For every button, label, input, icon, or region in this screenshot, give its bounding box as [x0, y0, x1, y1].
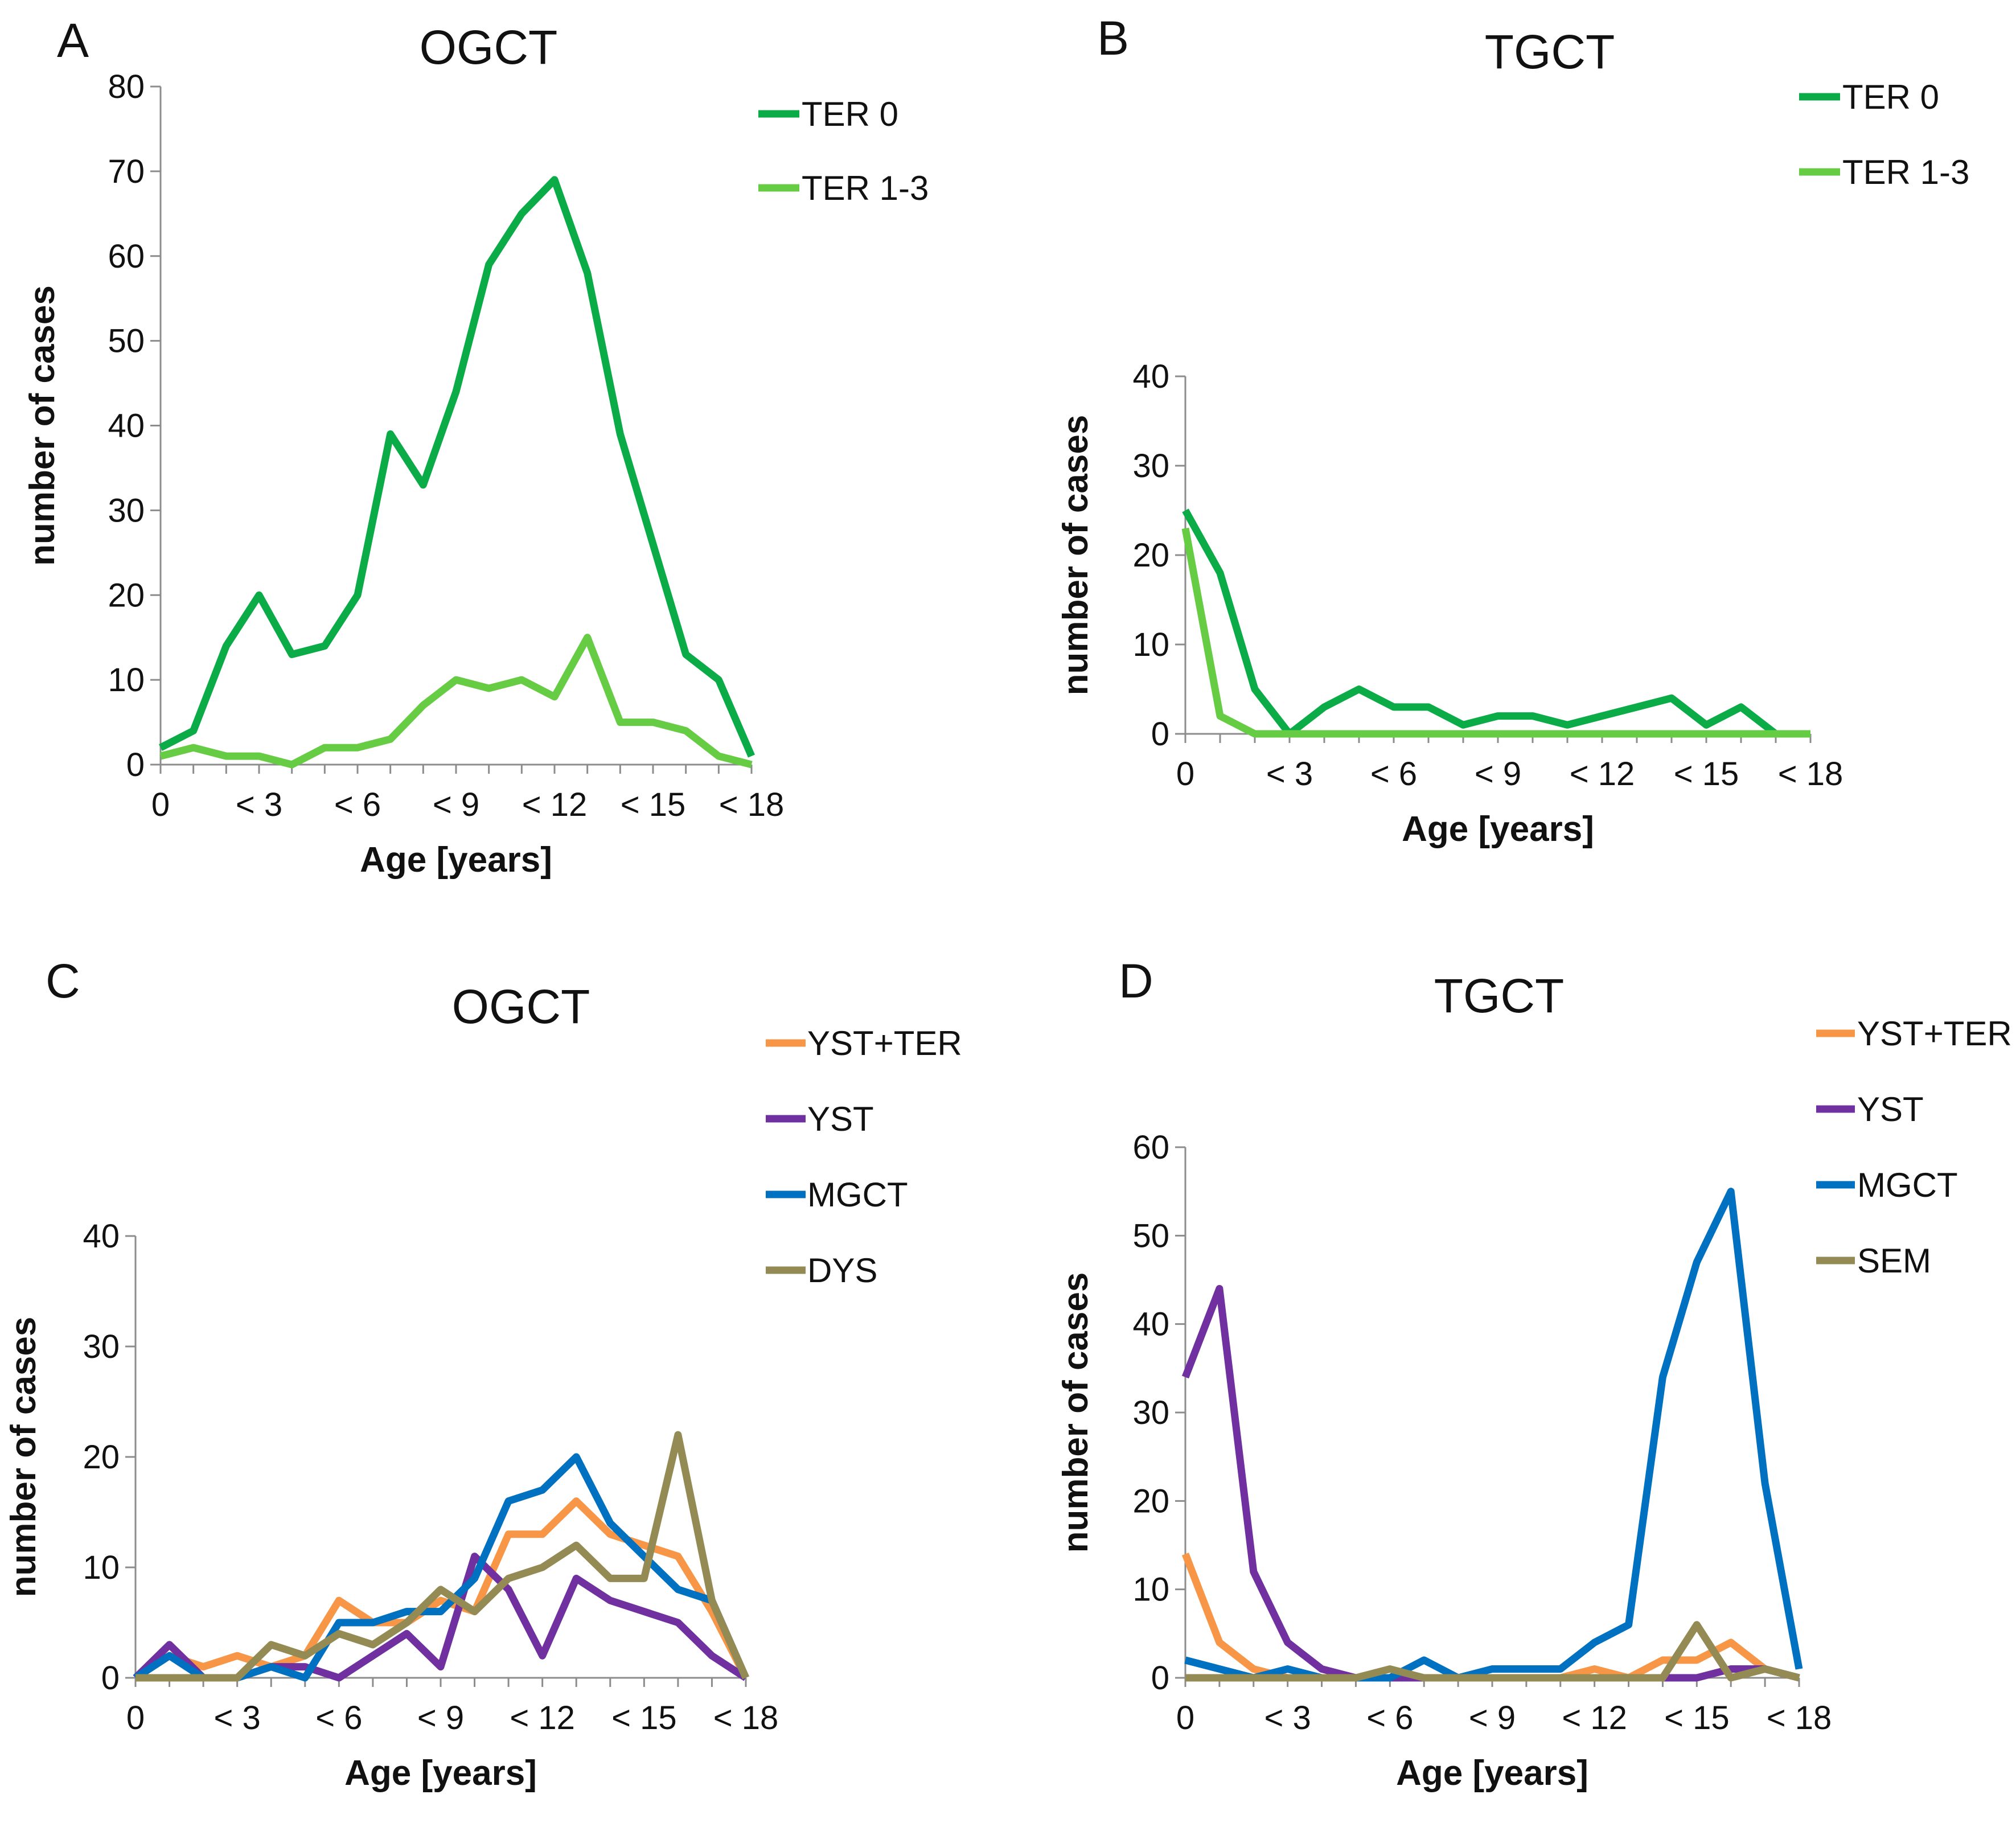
- y-tick-label: 0: [126, 746, 145, 783]
- y-tick-label: 0: [1151, 1660, 1169, 1697]
- x-tick-label: 0: [151, 786, 170, 823]
- y-tick-label: 30: [1132, 447, 1169, 485]
- series-line-ter-1-3: [159, 634, 753, 769]
- y-tick-label: 70: [108, 153, 145, 190]
- x-tick-label: < 6: [315, 1699, 362, 1736]
- y-tick-label: 40: [83, 1218, 120, 1255]
- legend-label: YST+TER: [1857, 1015, 2012, 1053]
- x-tick-label: < 12: [1562, 1699, 1627, 1736]
- series-line-ter-0: [1182, 508, 1810, 738]
- series-line-dys: [136, 1431, 749, 1682]
- chart-panel-c: C OGCT 0 10 20 30 40 0 < 3 < 6 < 9 < 12 < 15 < 18 Age …: [4, 954, 962, 1793]
- panel-letter: D: [1119, 954, 1153, 1008]
- y-axis-label: number of cases: [1056, 1272, 1095, 1553]
- x-tick-label: < 6: [1370, 756, 1417, 793]
- y-axis-label: number of cases: [23, 285, 62, 566]
- y-tick-label: 20: [108, 577, 145, 614]
- x-axis-label: Age [years]: [344, 1754, 537, 1793]
- y-tick-label: 20: [83, 1439, 120, 1476]
- y-tick-label: 10: [108, 662, 145, 699]
- x-tick-label: < 18: [713, 1699, 779, 1736]
- y-tick-label: 10: [1132, 1571, 1169, 1608]
- chart-panel-d: D TGCT 0 10 20 30 40 50 60 0 < 3 < 6 < 9 < 12 < 15 < 18…: [1056, 954, 2012, 1793]
- panel-letter: A: [57, 14, 89, 67]
- x-tick-label: < 12: [522, 786, 588, 823]
- legend-label: TER 1-3: [802, 169, 929, 207]
- y-axis-label: number of cases: [4, 1317, 43, 1598]
- y-tick-label: 30: [108, 492, 145, 529]
- y-tick-label: 80: [108, 68, 145, 105]
- series-line-yst: [1181, 1285, 1800, 1682]
- series-line-sem: [1185, 1621, 1800, 1682]
- legend-label: TER 0: [1842, 78, 1939, 116]
- x-tick-label: < 3: [1264, 1699, 1311, 1736]
- legend-label: SEM: [1857, 1242, 1931, 1280]
- chart-title: OGCT: [452, 980, 590, 1033]
- x-tick-label: < 6: [334, 786, 381, 823]
- x-tick-label: < 3: [214, 1699, 261, 1736]
- x-tick-label: < 18: [719, 786, 785, 823]
- x-tick-label: < 3: [1266, 756, 1313, 793]
- y-tick-label: 20: [1132, 1483, 1169, 1520]
- x-tick-label: < 9: [1469, 1699, 1516, 1736]
- x-tick-label: 0: [126, 1699, 145, 1736]
- legend-label: MGCT: [807, 1176, 908, 1214]
- x-tick-label: < 15: [611, 1699, 677, 1736]
- legend-label: TER 0: [802, 95, 898, 133]
- y-tick-label: 60: [1132, 1129, 1169, 1166]
- x-tick-label: < 9: [1475, 756, 1521, 793]
- y-tick-label: 50: [1132, 1217, 1169, 1254]
- x-tick-label: < 9: [417, 1699, 464, 1736]
- x-tick-label: < 18: [1767, 1699, 1832, 1736]
- x-tick-label: < 15: [1664, 1699, 1730, 1736]
- series-line-mgct: [133, 1453, 749, 1682]
- series-line-ter-1-3: [1181, 527, 1810, 738]
- x-tick-label: < 15: [621, 786, 686, 823]
- y-tick-label: 40: [1132, 1306, 1169, 1343]
- x-tick-label: 0: [1176, 756, 1194, 793]
- chart-panel-b: B TGCT 0 10 20 30 40 0 < 3 < 6 < 9 < 12 < 15 < 18 Age …: [1056, 11, 1969, 849]
- x-tick-label: < 12: [510, 1699, 575, 1736]
- y-tick-label: 0: [101, 1660, 120, 1697]
- legend-label: TER 1-3: [1842, 153, 1969, 191]
- panel-letter: C: [46, 954, 80, 1008]
- x-axis-label: Age [years]: [1396, 1754, 1588, 1793]
- panel-letter: B: [1097, 11, 1129, 65]
- x-axis-label: Age [years]: [360, 840, 552, 880]
- y-tick-label: 60: [108, 238, 145, 275]
- x-tick-label: < 15: [1674, 756, 1739, 793]
- x-tick-label: < 18: [1778, 756, 1843, 793]
- series-line-mgct: [1184, 1188, 1803, 1682]
- y-tick-label: 10: [83, 1549, 120, 1586]
- y-tick-label: 10: [1132, 626, 1169, 663]
- chart-panel-a: A OGCT 0 10 20 30 40 50 60 70 80 0 < 3 < 6 < 9 < 12 < 15…: [23, 14, 929, 880]
- y-tick-label: 20: [1132, 537, 1169, 574]
- y-tick-label: 40: [1132, 358, 1169, 395]
- legend-label: YST+TER: [807, 1024, 962, 1062]
- x-tick-label: 0: [1176, 1699, 1194, 1736]
- series-line-yst-ter: [133, 1497, 749, 1681]
- chart-title: OGCT: [420, 20, 558, 74]
- y-tick-label: 40: [108, 408, 145, 445]
- chart-title: TGCT: [1485, 25, 1615, 79]
- x-tick-label: < 6: [1366, 1699, 1413, 1736]
- y-axis-label: number of cases: [1056, 415, 1095, 696]
- legend-label: YST: [807, 1100, 874, 1138]
- x-tick-label: < 9: [433, 786, 479, 823]
- x-tick-label: < 12: [1570, 756, 1635, 793]
- y-tick-label: 30: [83, 1328, 120, 1365]
- y-tick-label: 50: [108, 323, 145, 360]
- legend-label: MGCT: [1857, 1166, 1958, 1204]
- legend-label: DYS: [807, 1251, 877, 1290]
- chart-title: TGCT: [1434, 969, 1565, 1023]
- x-axis-label: Age [years]: [1402, 810, 1594, 849]
- series-line-ter-0: [159, 176, 755, 758]
- y-tick-label: 0: [1151, 716, 1169, 753]
- legend-label: YST: [1857, 1090, 1924, 1128]
- y-tick-label: 30: [1132, 1394, 1169, 1431]
- x-tick-label: < 3: [236, 786, 282, 823]
